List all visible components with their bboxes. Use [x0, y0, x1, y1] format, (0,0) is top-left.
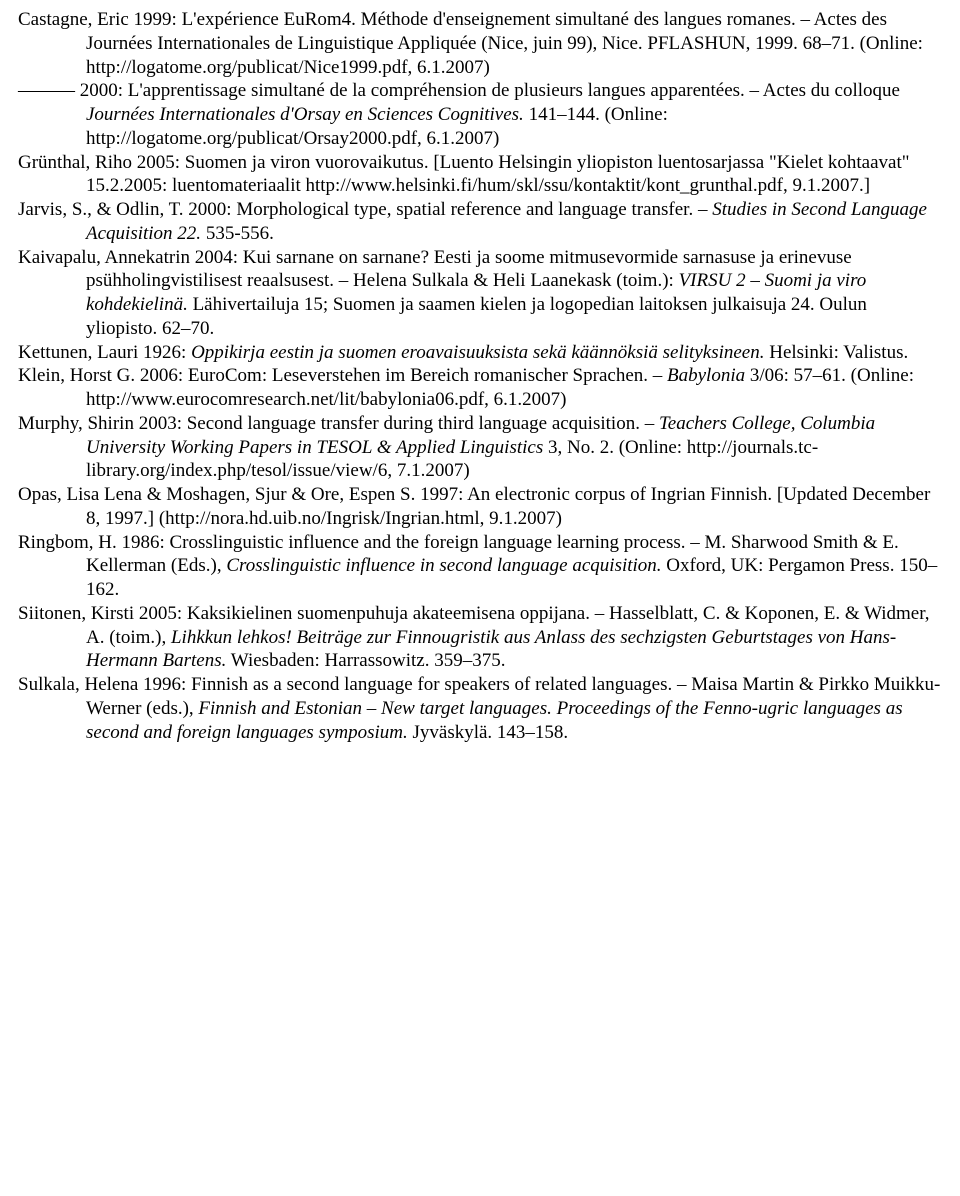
reference-entry: Murphy, Shirin 2003: Second language tra…: [18, 412, 942, 483]
reference-entry: ——— 2000: L'apprentissage simultané de l…: [18, 79, 942, 150]
reference-entry: Castagne, Eric 1999: L'expérience EuRom4…: [18, 8, 942, 79]
reference-entry: Opas, Lisa Lena & Moshagen, Sjur & Ore, …: [18, 483, 942, 531]
reference-entry: Sulkala, Helena 1996: Finnish as a secon…: [18, 673, 942, 744]
reference-entry: Klein, Horst G. 2006: EuroCom: Leseverst…: [18, 364, 942, 412]
reference-entry: Jarvis, S., & Odlin, T. 2000: Morphologi…: [18, 198, 942, 246]
reference-entry: Grünthal, Riho 2005: Suomen ja viron vuo…: [18, 151, 942, 199]
reference-entry: Kaivapalu, Annekatrin 2004: Kui sarnane …: [18, 246, 942, 341]
reference-entry: Kettunen, Lauri 1926: Oppikirja eestin j…: [18, 341, 942, 365]
reference-entry: Ringbom, H. 1986: Crosslinguistic influe…: [18, 531, 942, 602]
reference-entry: Siitonen, Kirsti 2005: Kaksikielinen suo…: [18, 602, 942, 673]
references-list: Castagne, Eric 1999: L'expérience EuRom4…: [18, 8, 942, 744]
